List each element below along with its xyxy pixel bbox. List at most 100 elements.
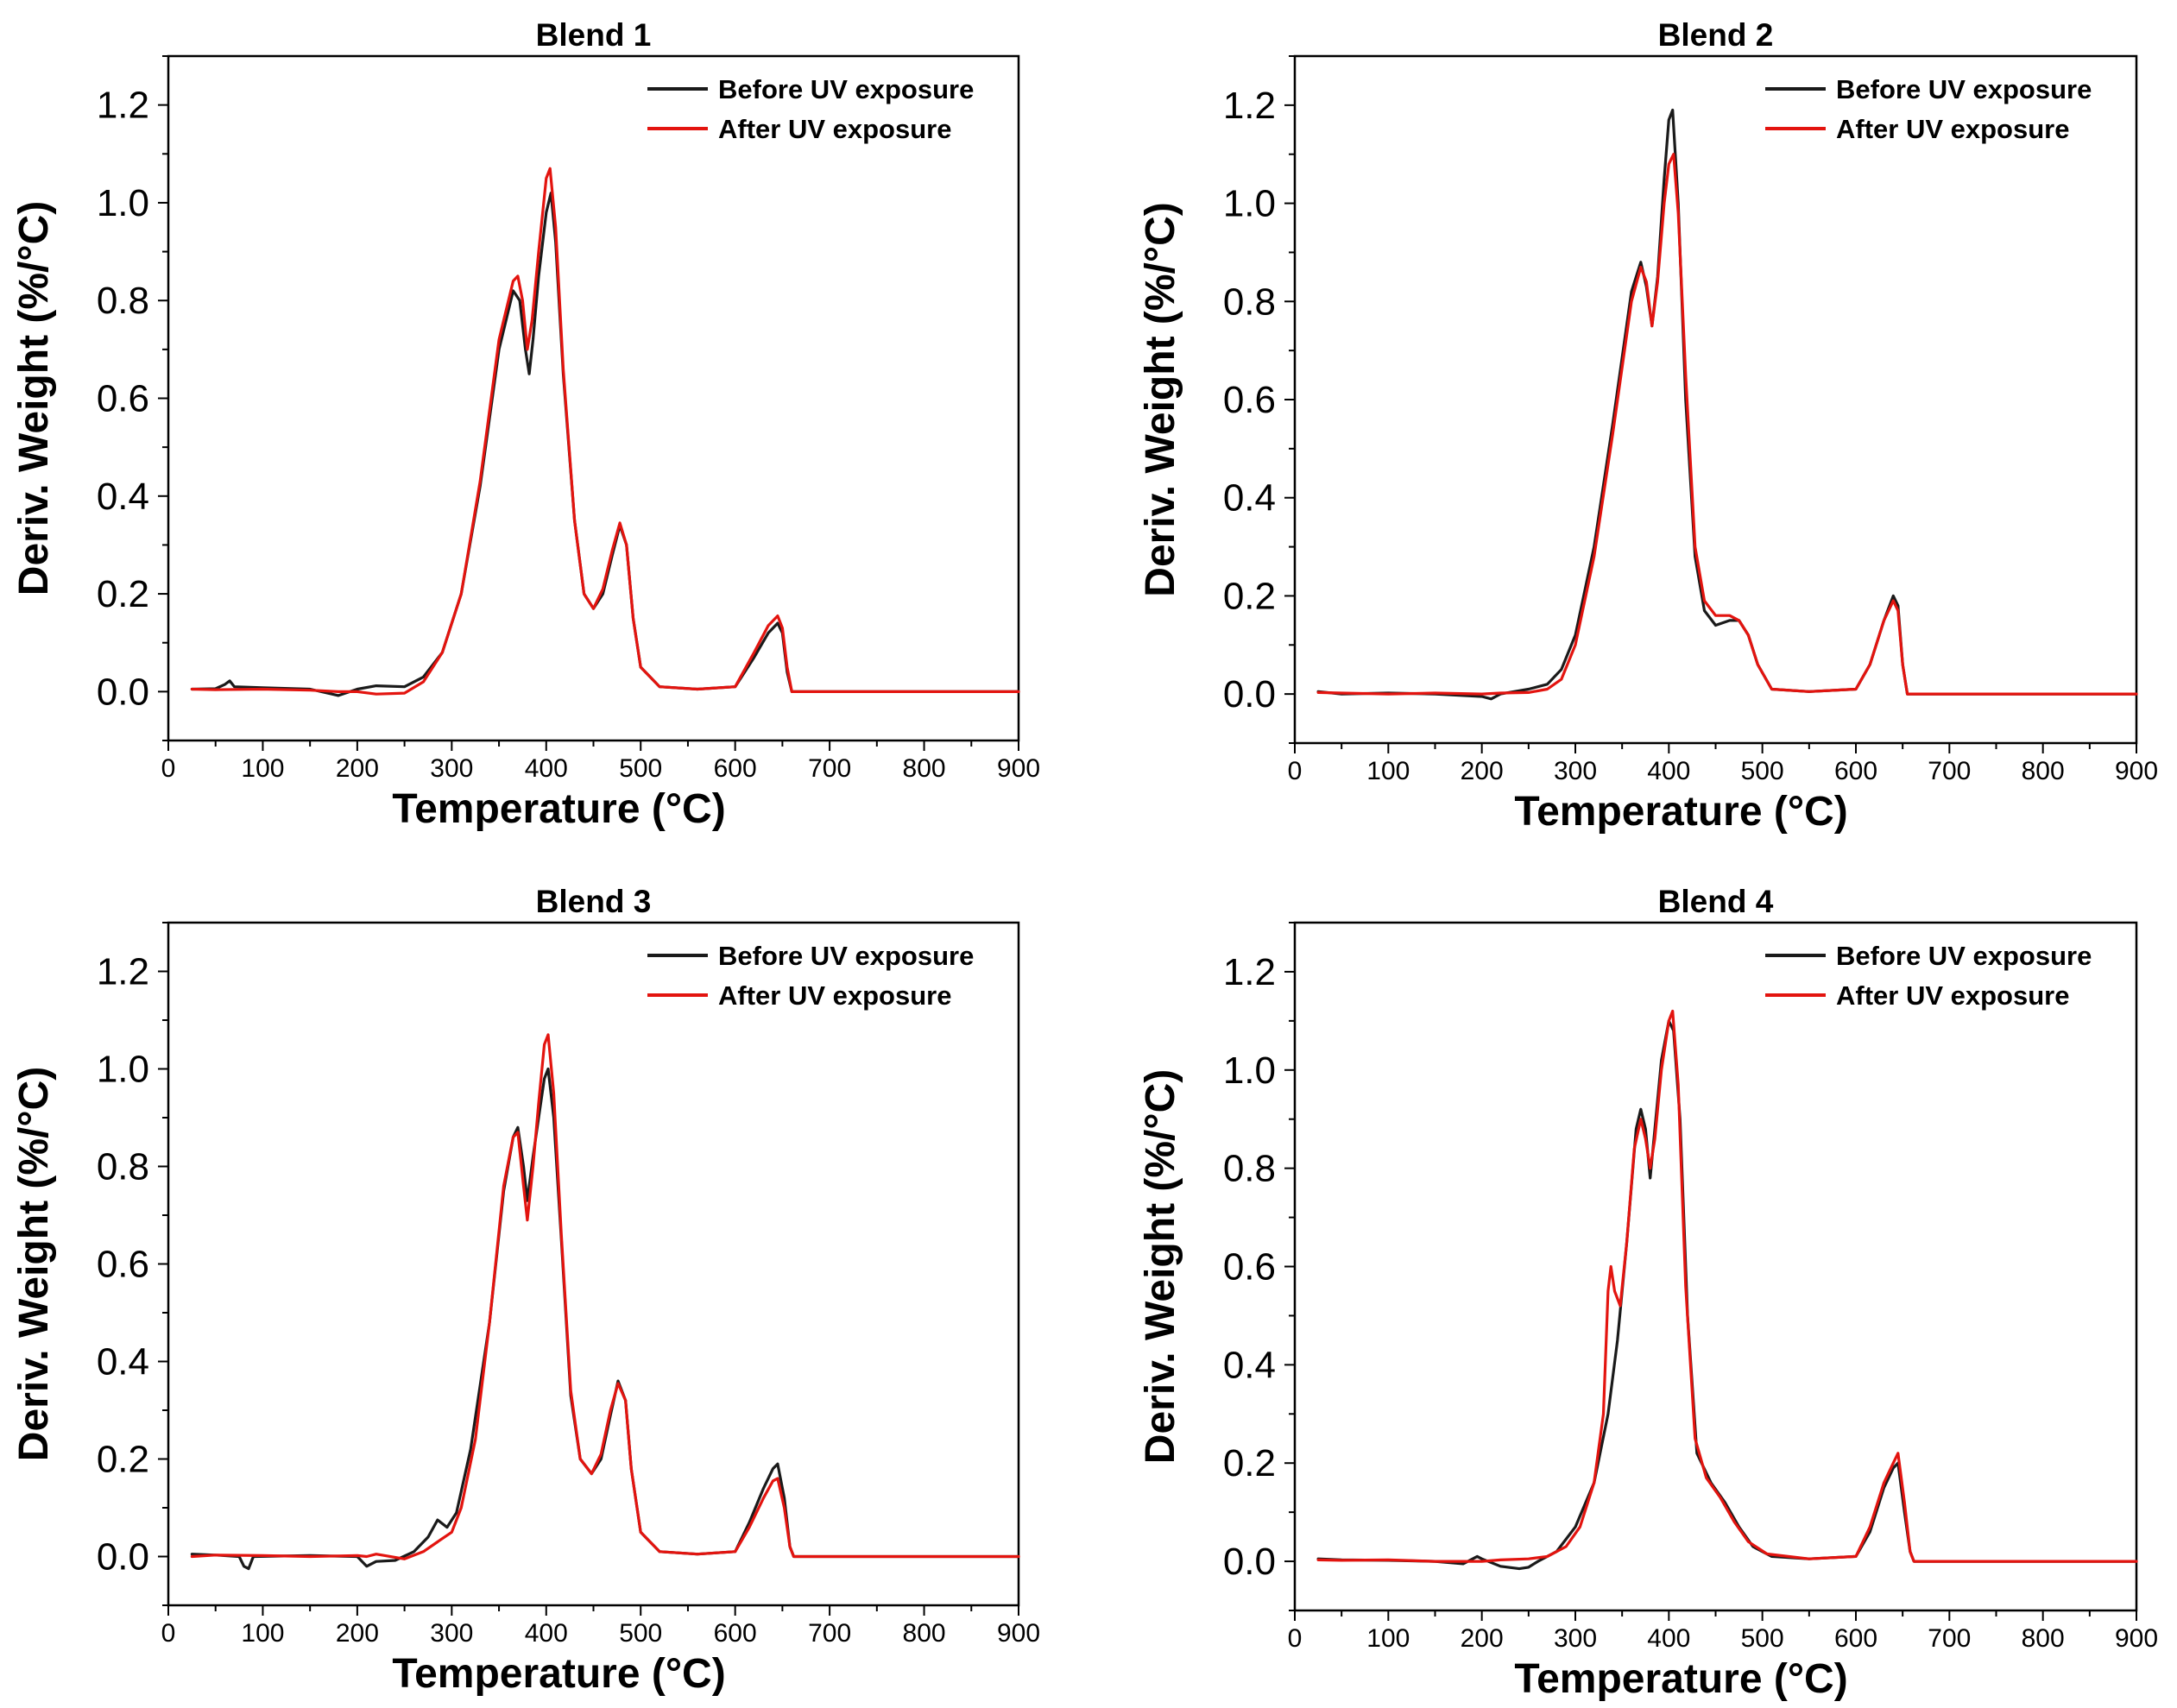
x-tick-label: 800 (2022, 757, 2065, 785)
y-tick-label: 0.0 (97, 671, 149, 713)
x-tick-label: 200 (336, 754, 379, 783)
series-line-before-uv (1316, 108, 2138, 701)
x-tick-label: 0 (161, 1619, 176, 1648)
x-tick-label: 0 (1288, 1624, 1303, 1653)
y-tick-label: 0.6 (1223, 379, 1276, 421)
y-tick-label: 0.4 (97, 1341, 149, 1383)
x-tick-label: 600 (714, 1619, 757, 1648)
y-axis-label: Deriv. Weight (%/°C) (11, 1067, 57, 1461)
x-tick-label: 500 (619, 1619, 662, 1648)
x-tick-label: 400 (1647, 757, 1690, 785)
y-tick-label: 0.6 (97, 378, 149, 420)
y-axis-label: Deriv. Weight (%/°C) (1138, 202, 1183, 596)
x-tick-label: 600 (1834, 757, 1877, 785)
y-tick-label: 0.6 (1223, 1246, 1276, 1289)
y-tick-label: 0.0 (97, 1536, 149, 1579)
series-line-before-uv (190, 1067, 1020, 1571)
x-tick-label: 200 (1461, 1624, 1504, 1653)
y-tick-label: 1.2 (1223, 85, 1276, 127)
x-tick-label: 600 (1834, 1624, 1877, 1653)
x-tick-label: 300 (1554, 1624, 1597, 1653)
series-line-before-uv (1316, 1019, 2138, 1571)
plot-frame (167, 921, 1020, 1607)
y-axis-label: Deriv. Weight (%/°C) (11, 201, 57, 596)
y-tick-label: 0.8 (1223, 280, 1276, 323)
x-tick-label: 100 (241, 1619, 284, 1648)
x-tick-label: 300 (430, 754, 473, 783)
x-axis-label: Temperature (°C) (1514, 1656, 1847, 1702)
x-tick-label: 200 (336, 1619, 379, 1648)
x-tick-label: 100 (1366, 757, 1410, 785)
series-line-after-uv (190, 1033, 1020, 1560)
x-axis-label: Temperature (°C) (392, 786, 725, 832)
chart-panel-4: Blend 4 0 100 200 300 400 500 600 700 800 900 0.0 0.… (1138, 884, 2158, 1702)
series-line-after-uv (1316, 153, 2138, 696)
chart-title: Blend 1 (536, 17, 652, 53)
y-tick-label: 0.8 (97, 1146, 149, 1188)
y-tick-label: 1.0 (97, 182, 149, 224)
y-tick-label: 1.2 (97, 85, 149, 127)
plot-frame (1293, 921, 2138, 1612)
legend-label-before-uv: Before UV exposure (718, 941, 974, 971)
x-tick-label: 700 (1928, 1624, 1971, 1653)
x-tick-label: 700 (1928, 757, 1971, 785)
y-tick-label: 0.4 (97, 476, 149, 518)
legend-label-before-uv: Before UV exposure (718, 74, 974, 104)
chart-panel-3: Blend 3 0 100 200 300 400 500 600 700 800 900 0.0 0.… (11, 884, 1040, 1697)
x-tick-label: 700 (808, 1619, 851, 1648)
y-tick-label: 0.2 (1223, 1442, 1276, 1484)
y-tick-label: 0.2 (97, 1439, 149, 1481)
legend-label-after-uv: After UV exposure (1836, 114, 2069, 144)
x-tick-label: 500 (619, 754, 662, 783)
chart-panel-1: Blend 1 0 100 200 300 400 500 600 700 800 900 0.0 0.… (11, 17, 1040, 832)
x-tick-label: 400 (525, 1619, 568, 1648)
y-tick-label: 0.0 (1223, 673, 1276, 715)
chart-title: Blend 3 (536, 884, 652, 919)
chart-title: Blend 4 (1658, 884, 1774, 919)
x-tick-label: 300 (1554, 757, 1597, 785)
x-tick-label: 800 (903, 754, 946, 783)
x-tick-label: 400 (1647, 1624, 1690, 1653)
y-tick-label: 1.0 (1223, 1049, 1276, 1092)
legend-label-before-uv: Before UV exposure (1836, 74, 2092, 104)
legend-label-before-uv: Before UV exposure (1836, 941, 2092, 971)
x-tick-label: 100 (1366, 1624, 1410, 1653)
x-tick-label: 100 (241, 754, 284, 783)
x-tick-label: 600 (714, 754, 757, 783)
x-tick-label: 900 (2115, 1624, 2158, 1653)
series-line-after-uv (1316, 1009, 2138, 1563)
x-tick-label: 300 (430, 1619, 473, 1648)
y-tick-label: 0.8 (1223, 1148, 1276, 1190)
plot-frame (167, 54, 1020, 742)
x-tick-label: 900 (2115, 757, 2158, 785)
legend-label-after-uv: After UV exposure (718, 114, 951, 144)
chart-panel-2: Blend 2 0 100 200 300 400 500 600 700 800 900 0.0 0.… (1138, 17, 2158, 835)
y-axis-label: Deriv. Weight (%/°C) (1138, 1069, 1183, 1464)
y-tick-label: 1.2 (1223, 951, 1276, 993)
y-tick-label: 1.2 (97, 951, 149, 993)
x-axis-label: Temperature (°C) (392, 1651, 725, 1697)
y-tick-label: 0.6 (97, 1244, 149, 1286)
x-tick-label: 200 (1461, 757, 1504, 785)
y-tick-label: 0.0 (1223, 1541, 1276, 1583)
x-tick-label: 0 (161, 754, 176, 783)
chart-title: Blend 2 (1658, 17, 1774, 53)
x-tick-label: 0 (1288, 757, 1303, 785)
x-tick-label: 900 (997, 1619, 1040, 1648)
legend-label-after-uv: After UV exposure (718, 980, 951, 1011)
x-tick-label: 900 (997, 754, 1040, 783)
x-tick-label: 800 (2022, 1624, 2065, 1653)
plot-frame (1293, 54, 2138, 745)
y-tick-label: 0.8 (97, 280, 149, 322)
y-tick-label: 1.0 (97, 1049, 149, 1091)
series-line-after-uv (190, 167, 1020, 696)
x-tick-label: 500 (1741, 757, 1784, 785)
series-line-before-uv (190, 192, 1020, 697)
y-tick-label: 0.2 (97, 573, 149, 615)
legend-label-after-uv: After UV exposure (1836, 980, 2069, 1011)
y-tick-label: 0.4 (1223, 477, 1276, 520)
x-tick-label: 700 (808, 754, 851, 783)
x-tick-label: 400 (525, 754, 568, 783)
y-tick-label: 0.2 (1223, 575, 1276, 617)
